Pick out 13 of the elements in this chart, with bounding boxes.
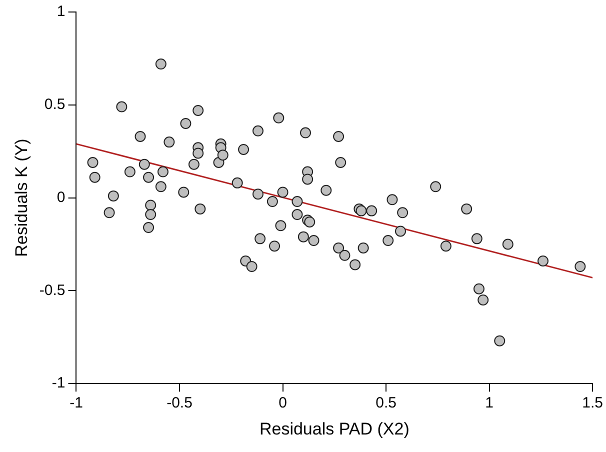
- y-tick-label: 0: [56, 188, 66, 206]
- y-tick-label: 1: [56, 3, 66, 20]
- x-tick-label: 1: [485, 394, 494, 412]
- x-tick-label: -1: [70, 394, 83, 412]
- y-tick-label: -1: [52, 374, 66, 392]
- x-tick-label: 0: [278, 394, 287, 412]
- y-tick-label: -0.5: [39, 282, 66, 299]
- x-tick-label: 0.5: [376, 394, 396, 412]
- y-tick-label: 0.5: [44, 96, 66, 114]
- x-tick-label: -0.5: [166, 394, 192, 412]
- y-axis-title: Residuals K (Y): [12, 138, 31, 257]
- x-tick-label: 1.5: [582, 394, 604, 412]
- x-axis-title: Residuals PAD (X2): [259, 419, 410, 438]
